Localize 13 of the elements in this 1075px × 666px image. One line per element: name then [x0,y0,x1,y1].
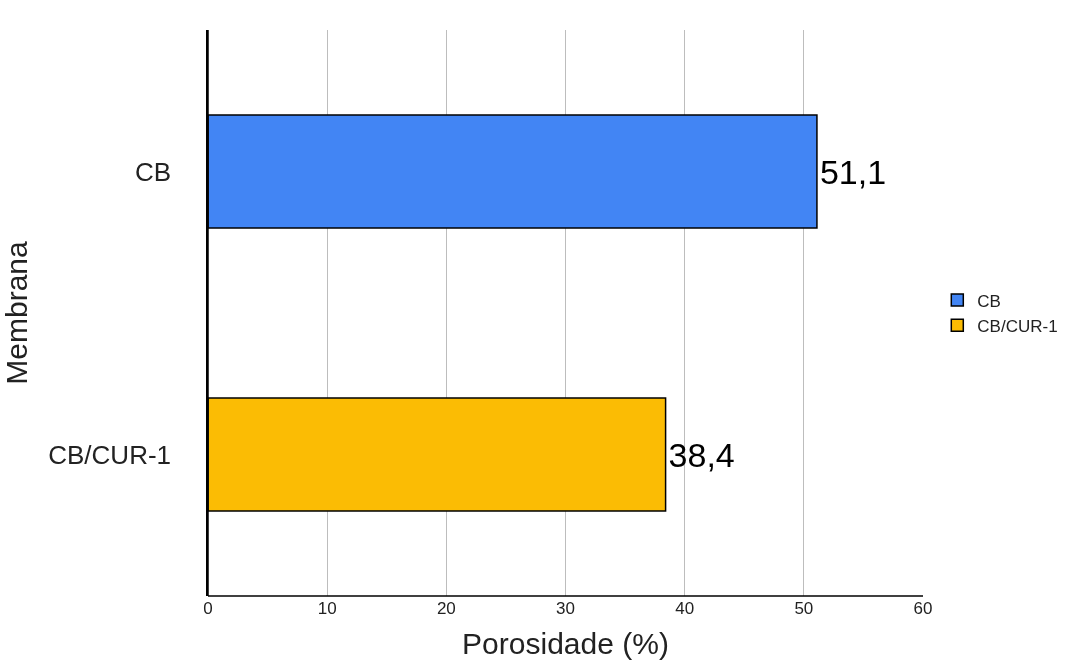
data-label: 51,1 [819,152,887,191]
x-tick-label: 30 [556,599,575,618]
x-tick-label: 50 [794,599,814,618]
x-tick-label: 40 [675,599,695,618]
x-tick-label: 20 [436,599,456,618]
x-tick-label: 60 [913,599,933,618]
x-axis-title: Porosidade (%) [462,626,669,660]
legend-label: CB/CUR-1 [977,316,1058,336]
y-axis-title: Membrana [0,240,33,385]
legend-label: CB [977,291,1001,311]
x-tick-label: 0 [203,599,213,618]
x-tick-label: 10 [317,599,337,618]
data-label: 38,4 [668,435,735,474]
